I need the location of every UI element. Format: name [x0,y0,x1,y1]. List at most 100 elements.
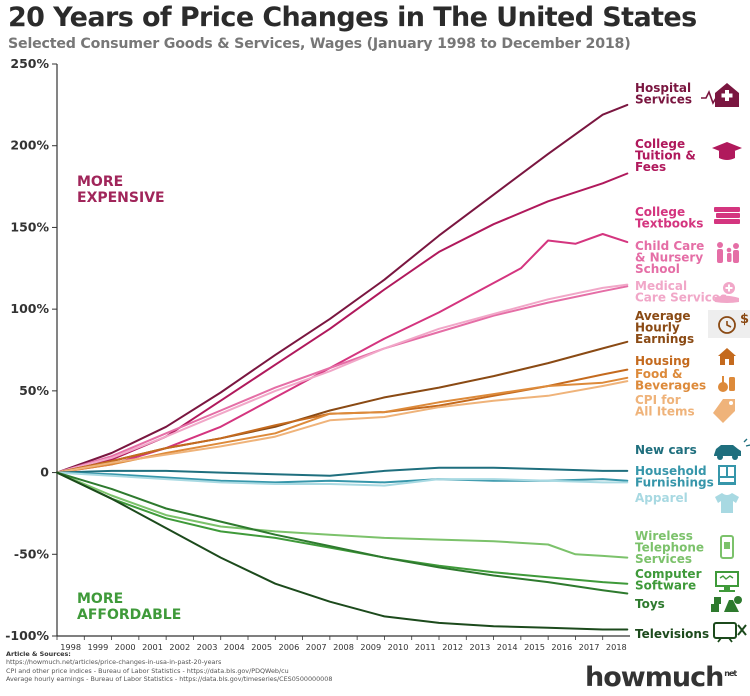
sources-header: Article & Sources: [6,650,71,658]
series-line [56,471,629,487]
x-tick-label: 2001 [142,642,163,650]
x-tick-label: 1999 [88,642,109,650]
medical-hand-icon [715,282,739,303]
series-label-text: Services [635,552,692,566]
annotation-text: MORE [77,174,123,190]
series-label-text: Hourly [635,321,680,335]
x-tick-label: 2004 [224,642,245,650]
source-line[interactable]: https://howmuch.net/articles/price-chang… [6,658,222,667]
books-icon [714,207,740,224]
series-label-text: Care Services [635,291,727,305]
series-label-text: Food & [635,367,682,381]
x-tick-label: 2009 [360,642,381,650]
x-axis: 1998 1999 2000 2001 2002 2003 2004 2005 2006 2007… [56,635,630,650]
source-line[interactable]: Average hourly earnings - Bureau of Labo… [6,675,333,684]
series-label-text: College [635,205,685,219]
y-tick-label: 100% [10,301,49,316]
series-label-text: Software [635,579,696,593]
series-label-text: Computer [635,567,702,581]
y-tick-label: 200% [10,138,49,153]
family-icon [717,242,739,263]
annotation-text: AFFORDABLE [77,607,181,623]
series-label-text: School [635,262,680,276]
series-line [56,471,629,631]
series-label: Televisions [635,622,747,643]
chart-title: 20 Years of Price Changes in The United … [8,2,697,33]
series-line [56,283,629,474]
series-label-text: Child Care [635,239,704,253]
annotation-text: EXPENSIVE [77,190,165,206]
sources-block: Article & Sources: https://howmuch.net/a… [6,650,332,684]
house-icon [718,348,736,365]
x-tick-label: 2000 [115,642,136,650]
series-label-text: College [635,137,685,151]
computer-icon [715,571,739,592]
hospital-icon [701,83,739,107]
series-lines [56,103,629,631]
svg-text:$: $ [740,312,749,327]
y-tick-label: -100% [5,628,49,643]
source-line[interactable]: CPI and other price indices - Bureau of … [6,666,289,675]
series-line [56,285,629,474]
y-axis: 250% 200% 150% 100% 50% 0 -50% -100% [5,56,58,643]
tag-icon [713,399,735,423]
series-label-text: Services [635,93,692,107]
annotation-text: MORE [77,591,123,607]
series-label-text: Earnings [635,332,694,346]
series-label-text: Average [635,309,691,323]
series-label-text: Apparel [635,491,688,505]
x-tick-label: 2018 [606,642,627,650]
x-tick-label: 2014 [497,642,518,650]
phone-icon [720,535,734,559]
x-tick-label: 2015 [524,642,545,650]
tv-icon [713,622,747,643]
series-label-text: Wireless [635,529,693,543]
series-line [56,172,629,474]
series-label-text: Televisions [635,627,709,641]
brand-logo[interactable]: howmuchnet [585,662,737,693]
series-line [56,466,629,477]
cabinet-icon [718,465,736,485]
price-change-chart: 250% 200% 150% 100% 50% 0 -50% -100% 1998 1999 20… [5,56,750,650]
x-tick-label: 2008 [333,642,354,650]
graduation-cap-icon [712,142,742,160]
series-label-text: All Items [635,405,695,419]
brand-name: howmuch [585,662,724,693]
car-icon [714,438,750,460]
toys-icon [711,596,742,612]
series-label-text: Furnishings [635,476,714,490]
series-label: Food &Beverages [635,367,735,393]
brand-suffix: net [724,669,737,678]
x-tick-label: 2007 [306,642,327,650]
series-line [56,471,629,559]
y-tick-label: 250% [10,56,49,71]
x-tick-label: 2012 [442,642,463,650]
series-label: New cars [635,438,750,460]
series-label-text: Hospital [635,81,691,95]
x-tick-label: 2010 [388,642,409,650]
food-icon [718,376,735,392]
series-label-text: Toys [635,597,665,611]
shirt-icon [715,493,739,513]
x-tick-label: 2011 [415,642,436,650]
series-label-text: Textbooks [635,217,703,231]
series-label-text: Fees [635,160,666,174]
x-tick-label: 2002 [169,642,190,650]
series-label-text: & Nursery [635,251,703,265]
series-label-text: Housing [635,354,690,368]
series-label-text: Telephone [635,541,704,555]
y-tick-label: 50% [19,383,49,398]
series-line [56,103,629,474]
series-label-text: Beverages [635,379,706,393]
clock-dollar-icon: $ [708,310,750,338]
y-tick-label: 0 [40,465,49,480]
series-line [56,380,629,474]
